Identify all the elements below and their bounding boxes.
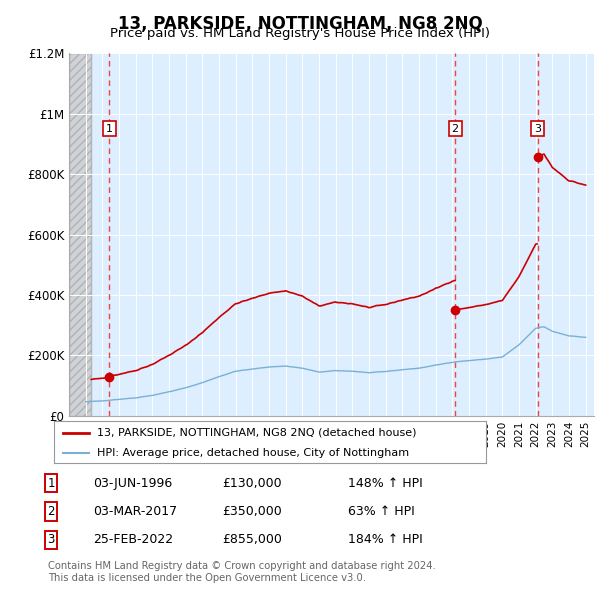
Text: 184% ↑ HPI: 184% ↑ HPI bbox=[348, 533, 423, 546]
Text: 1: 1 bbox=[106, 124, 113, 134]
Text: 63% ↑ HPI: 63% ↑ HPI bbox=[348, 505, 415, 518]
Text: 03-JUN-1996: 03-JUN-1996 bbox=[93, 477, 172, 490]
Text: £855,000: £855,000 bbox=[222, 533, 282, 546]
Text: 2: 2 bbox=[47, 505, 55, 518]
Text: 1: 1 bbox=[47, 477, 55, 490]
Bar bbox=[69, 53, 91, 416]
Text: HPI: Average price, detached house, City of Nottingham: HPI: Average price, detached house, City… bbox=[97, 448, 409, 457]
Text: Price paid vs. HM Land Registry's House Price Index (HPI): Price paid vs. HM Land Registry's House … bbox=[110, 27, 490, 40]
Text: 148% ↑ HPI: 148% ↑ HPI bbox=[348, 477, 423, 490]
Text: 3: 3 bbox=[47, 533, 55, 546]
Text: £350,000: £350,000 bbox=[222, 505, 282, 518]
Text: 25-FEB-2022: 25-FEB-2022 bbox=[93, 533, 173, 546]
Text: £130,000: £130,000 bbox=[222, 477, 281, 490]
Text: 2: 2 bbox=[452, 124, 459, 134]
Text: 13, PARKSIDE, NOTTINGHAM, NG8 2NQ (detached house): 13, PARKSIDE, NOTTINGHAM, NG8 2NQ (detac… bbox=[97, 428, 416, 438]
Text: Contains HM Land Registry data © Crown copyright and database right 2024.
This d: Contains HM Land Registry data © Crown c… bbox=[48, 561, 436, 583]
Text: 3: 3 bbox=[534, 124, 541, 134]
Text: 03-MAR-2017: 03-MAR-2017 bbox=[93, 505, 177, 518]
Text: 13, PARKSIDE, NOTTINGHAM, NG8 2NQ: 13, PARKSIDE, NOTTINGHAM, NG8 2NQ bbox=[118, 15, 482, 33]
